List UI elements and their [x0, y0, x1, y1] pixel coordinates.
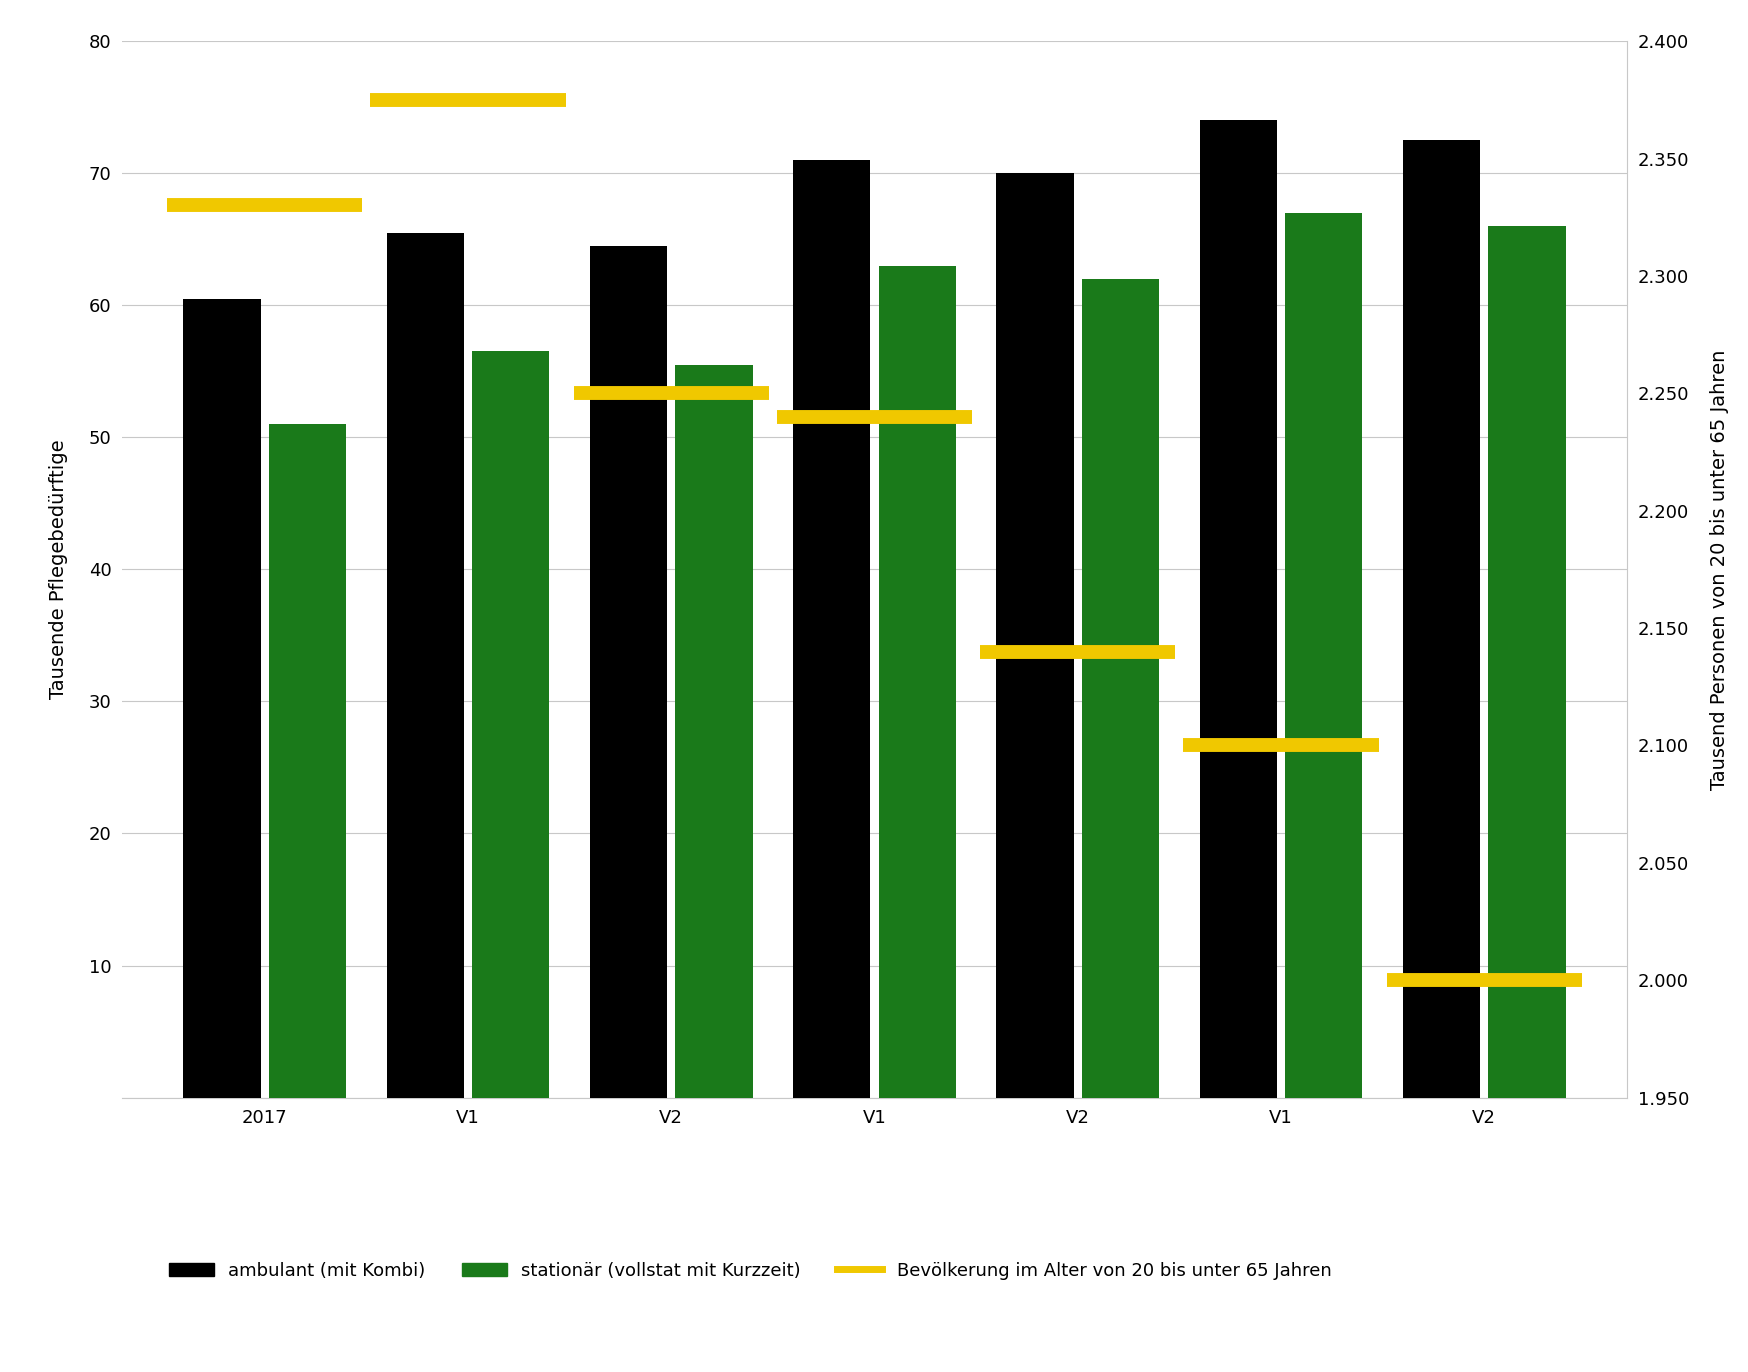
Y-axis label: Tausende Pflegebedürftige: Tausende Pflegebedürftige	[49, 439, 68, 700]
Bar	[589, 246, 666, 1098]
Bar	[472, 351, 549, 1098]
Bar	[877, 266, 954, 1098]
Bar	[269, 424, 346, 1098]
Bar	[1199, 121, 1276, 1098]
Legend: ambulant (mit Kombi), stationär (vollstat mit Kurzzeit), Bevölkerung im Alter vo: ambulant (mit Kombi), stationär (vollsta…	[161, 1254, 1337, 1287]
Bar	[1285, 213, 1362, 1098]
Bar	[1402, 140, 1479, 1098]
Bar	[794, 161, 871, 1098]
Y-axis label: Tausend Personen von 20 bis unter 65 Jahren: Tausend Personen von 20 bis unter 65 Jah…	[1710, 350, 1729, 789]
Bar	[184, 299, 260, 1098]
Bar	[1488, 226, 1564, 1098]
Bar	[675, 365, 752, 1098]
Bar	[1082, 279, 1159, 1098]
Bar	[386, 233, 463, 1098]
Bar	[996, 173, 1073, 1098]
